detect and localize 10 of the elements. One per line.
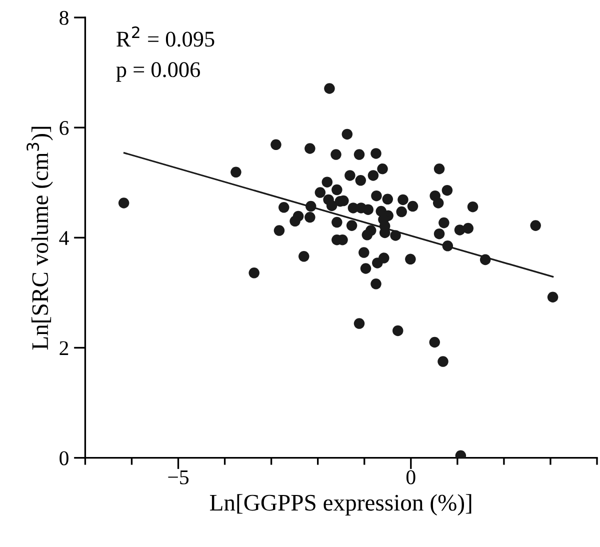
annotation: p = 0.006 — [116, 62, 200, 82]
annotation: R$^{2}$ = 0.095 — [116, 26, 214, 47]
y-tick-label: 8 — [60, 10, 68, 25]
y-tick-label: 6 — [60, 121, 69, 136]
y-axis-title: Ln[SRC volume (cm$^{3}$)] — [26, 126, 53, 350]
x-tick-label: −5 — [168, 470, 189, 484]
y-tick-label: 0 — [60, 451, 68, 466]
x-axis-title: Ln[GGPPS expression (%)] — [210, 494, 472, 516]
y-tick-label: 2 — [60, 341, 68, 355]
y-tick-label: 4 — [59, 231, 69, 245]
